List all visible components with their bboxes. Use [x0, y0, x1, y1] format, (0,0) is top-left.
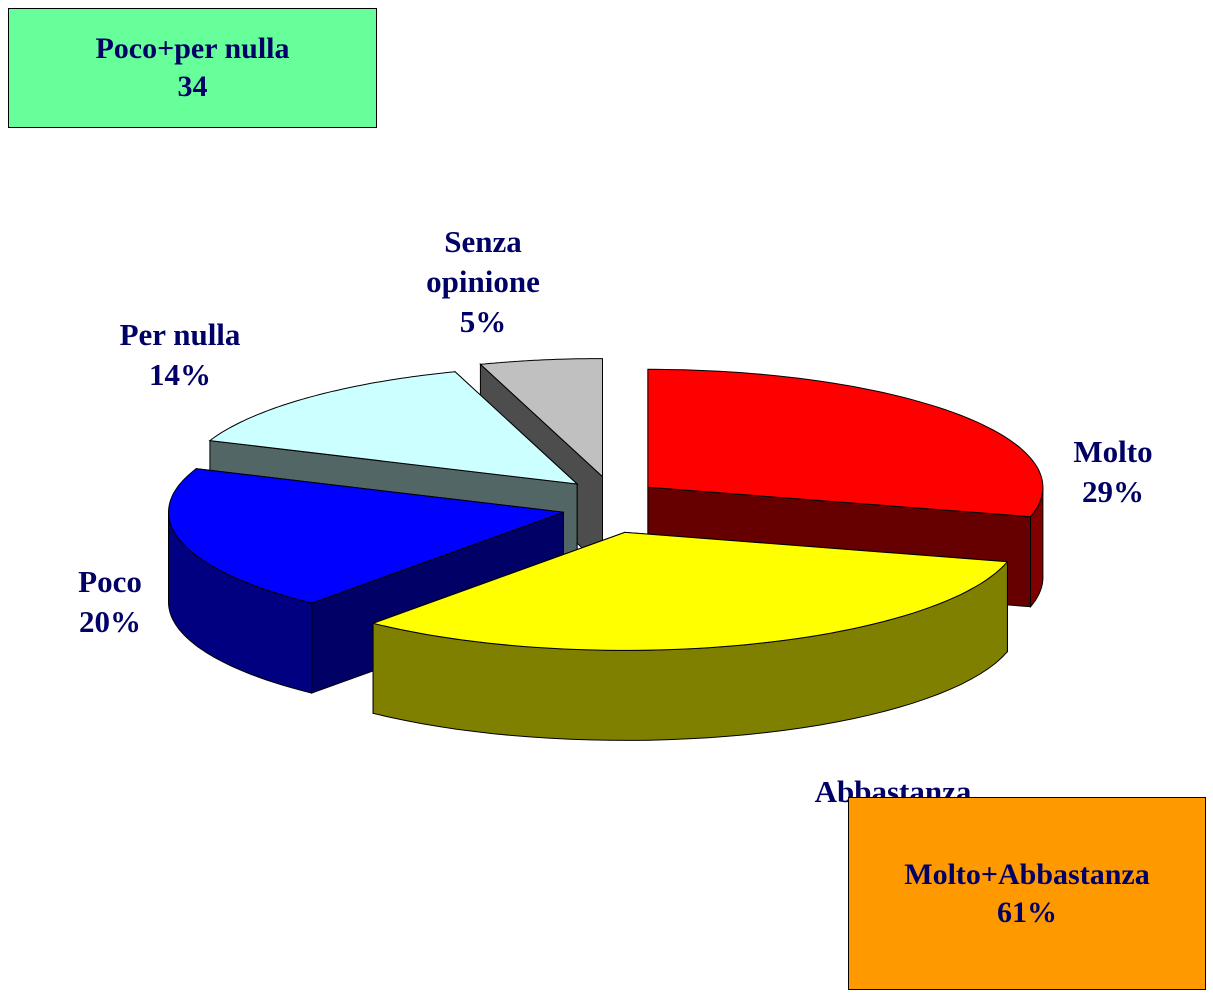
- label-line: Poco: [78, 564, 142, 599]
- label-line: Senza opinione: [426, 224, 540, 299]
- slice: [208, 371, 579, 485]
- label-line: 14%: [148, 357, 211, 392]
- label-line: Molto: [1073, 434, 1153, 469]
- label-line: Poco+per nulla: [95, 32, 290, 65]
- slice-label: Senza opinione 5%: [388, 222, 578, 342]
- label-line: 5%: [459, 304, 507, 339]
- slice-label: Molto 29%: [1073, 432, 1152, 512]
- label-line: Molto+Abbastanza: [904, 857, 1150, 891]
- annotation-box: Poco+per nulla 34: [8, 8, 377, 128]
- label-line: 20%: [78, 604, 141, 639]
- slice: [167, 468, 564, 604]
- slice-label: Per nulla 14%: [120, 315, 241, 395]
- label-line: 34: [177, 70, 208, 103]
- slice: [479, 358, 603, 478]
- slice-label: Poco 20%: [78, 562, 142, 642]
- annotation-box: Molto+Abbastanza 61%: [848, 797, 1206, 990]
- label-line: 29%: [1081, 474, 1144, 509]
- label-line: 61%: [997, 895, 1057, 929]
- label-line: Per nulla: [119, 317, 241, 352]
- slice: [371, 531, 1009, 651]
- slice: [647, 368, 1044, 518]
